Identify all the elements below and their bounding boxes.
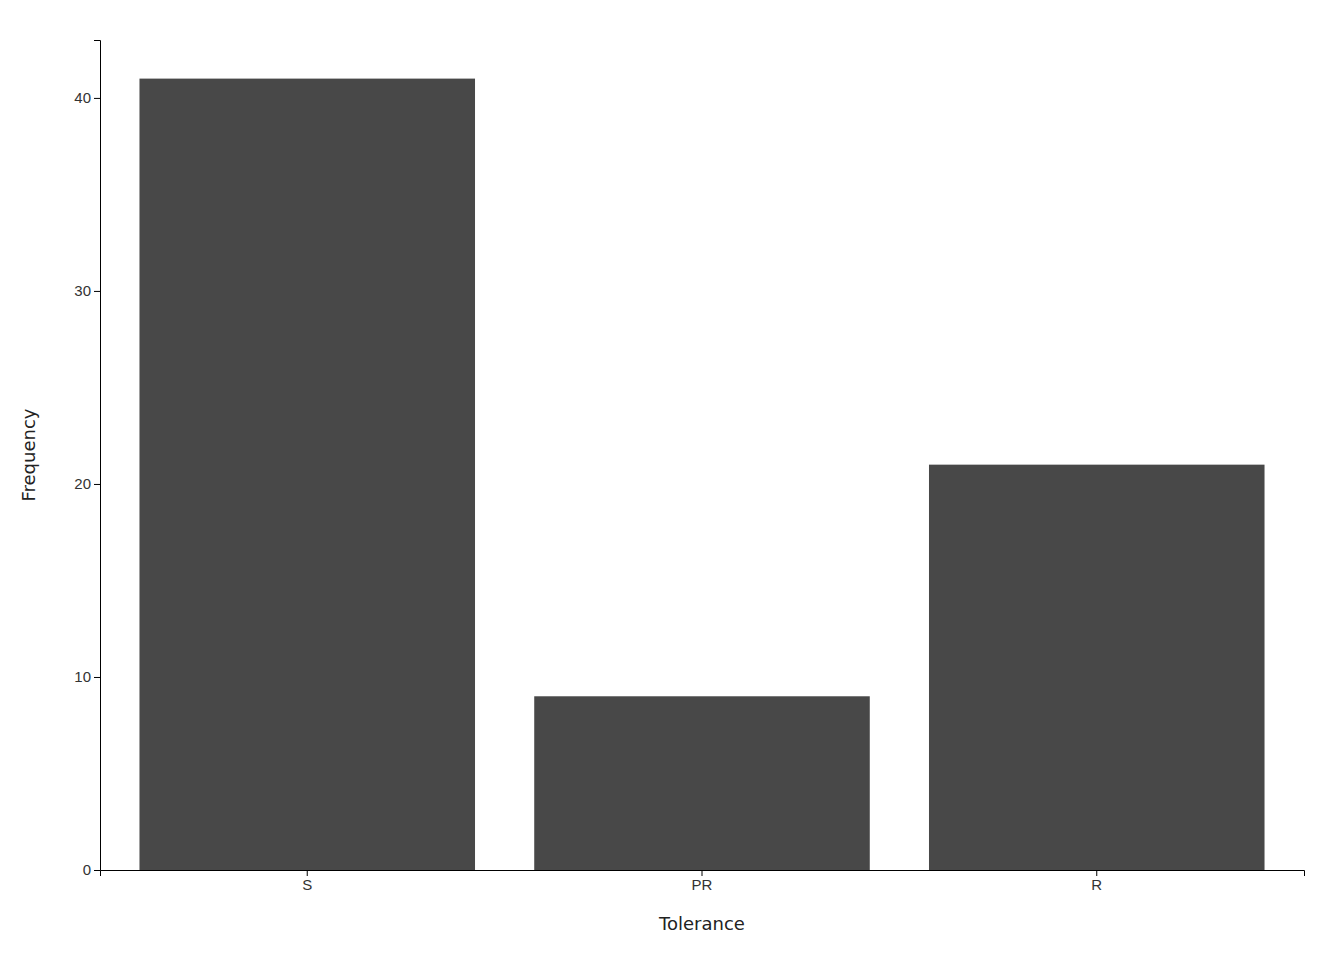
y-tick-label: 10 <box>74 668 91 685</box>
y-axis-line <box>94 41 101 871</box>
bar <box>139 79 475 870</box>
y-axis-title: Frequency <box>18 408 39 501</box>
x-tick-label: S <box>302 876 312 893</box>
plot: S PR R 0 10 20 30 40 <box>74 41 1304 893</box>
bars <box>139 79 1264 870</box>
y-tick: 10 <box>74 668 100 685</box>
y-tick-mark <box>94 677 100 678</box>
x-axis-title: Tolerance <box>658 913 745 934</box>
x-tick: S <box>302 870 312 893</box>
bar <box>929 465 1265 870</box>
y-tick: 20 <box>74 475 100 492</box>
x-tick: PR <box>692 870 713 893</box>
y-tick-label: 30 <box>74 282 91 299</box>
y-tick-mark <box>94 291 100 292</box>
y-tick-label: 20 <box>74 475 91 492</box>
x-axis: S PR R <box>101 870 1305 893</box>
chart: S PR R 0 10 20 30 40 Tolerance Frequency <box>0 0 1344 960</box>
y-tick: 0 <box>83 861 100 878</box>
y-tick-mark <box>94 484 100 485</box>
x-tick-label: PR <box>692 876 713 893</box>
y-tick-mark <box>94 870 100 871</box>
bar <box>534 696 870 870</box>
y-tick: 30 <box>74 282 100 299</box>
x-tick-label: R <box>1091 876 1102 893</box>
y-tick-label: 0 <box>83 861 91 878</box>
y-tick-mark <box>94 98 100 99</box>
x-tick: R <box>1091 870 1102 893</box>
y-axis: 0 10 20 30 40 <box>74 41 100 879</box>
y-tick: 40 <box>74 89 100 106</box>
y-tick-label: 40 <box>74 89 91 106</box>
